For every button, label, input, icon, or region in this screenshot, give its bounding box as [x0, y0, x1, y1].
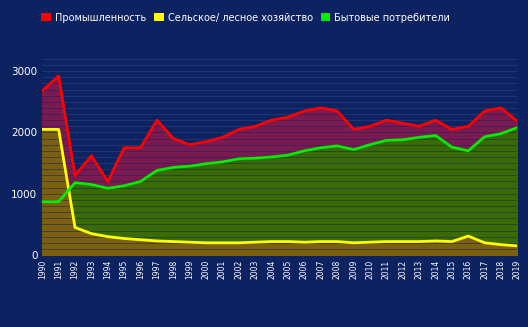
Legend: Промышленность, Сельское/ лесное хозяйство, Бытовые потребители: Промышленность, Сельское/ лесное хозяйст… — [37, 9, 454, 26]
